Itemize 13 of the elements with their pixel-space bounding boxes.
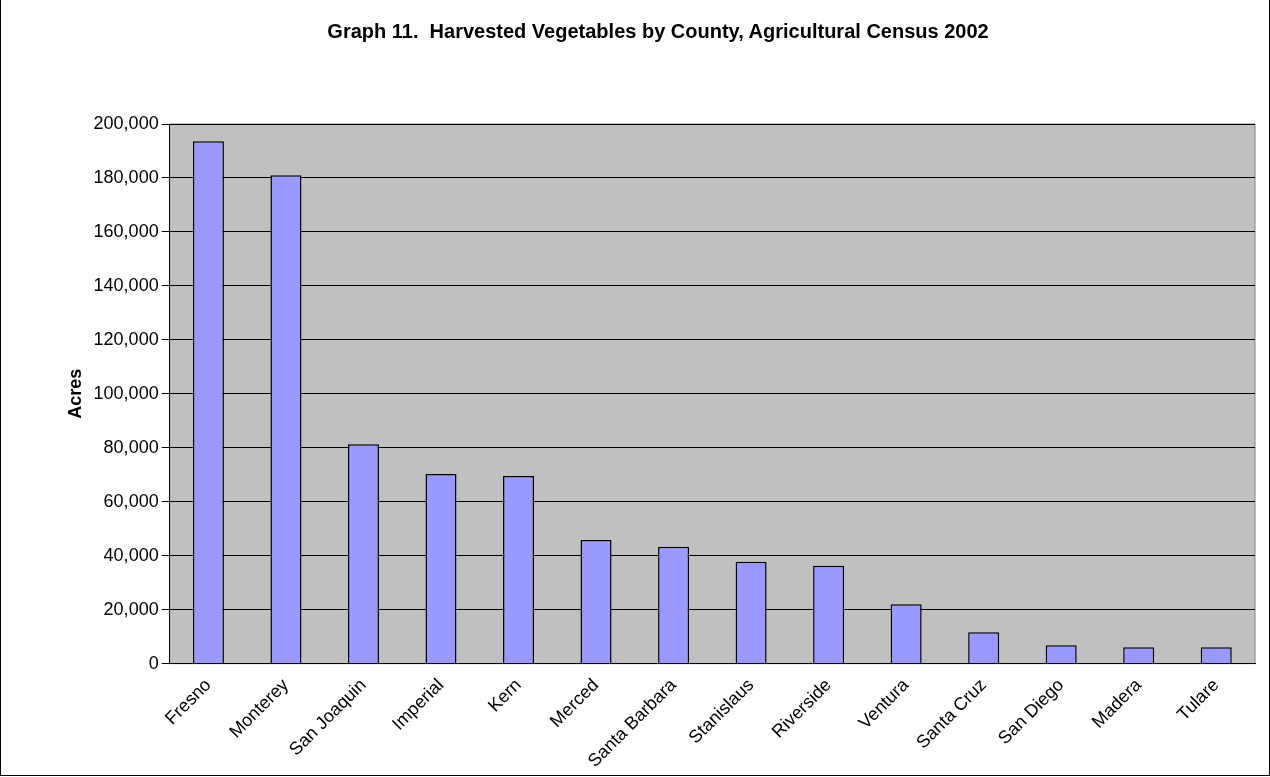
y-tick-label: 200,000: [93, 112, 159, 133]
y-tick-label: 100,000: [93, 382, 159, 403]
y-tick-label: 0: [148, 652, 159, 673]
y-tick-label: 40,000: [103, 544, 159, 565]
y-tick-label: 180,000: [93, 166, 159, 187]
y-axis-title: Acres: [64, 368, 85, 419]
y-tick-label: 60,000: [103, 490, 159, 511]
y-tick-label: 80,000: [103, 436, 159, 457]
y-tick-label: 140,000: [93, 274, 159, 295]
y-tick-label: 20,000: [103, 598, 159, 619]
y-tick-label: 120,000: [93, 328, 159, 349]
chart-title: Graph 11. Harvested Vegetables by County, Agricultural Census 2002: [327, 19, 989, 42]
y-tick-label: 160,000: [93, 220, 159, 241]
